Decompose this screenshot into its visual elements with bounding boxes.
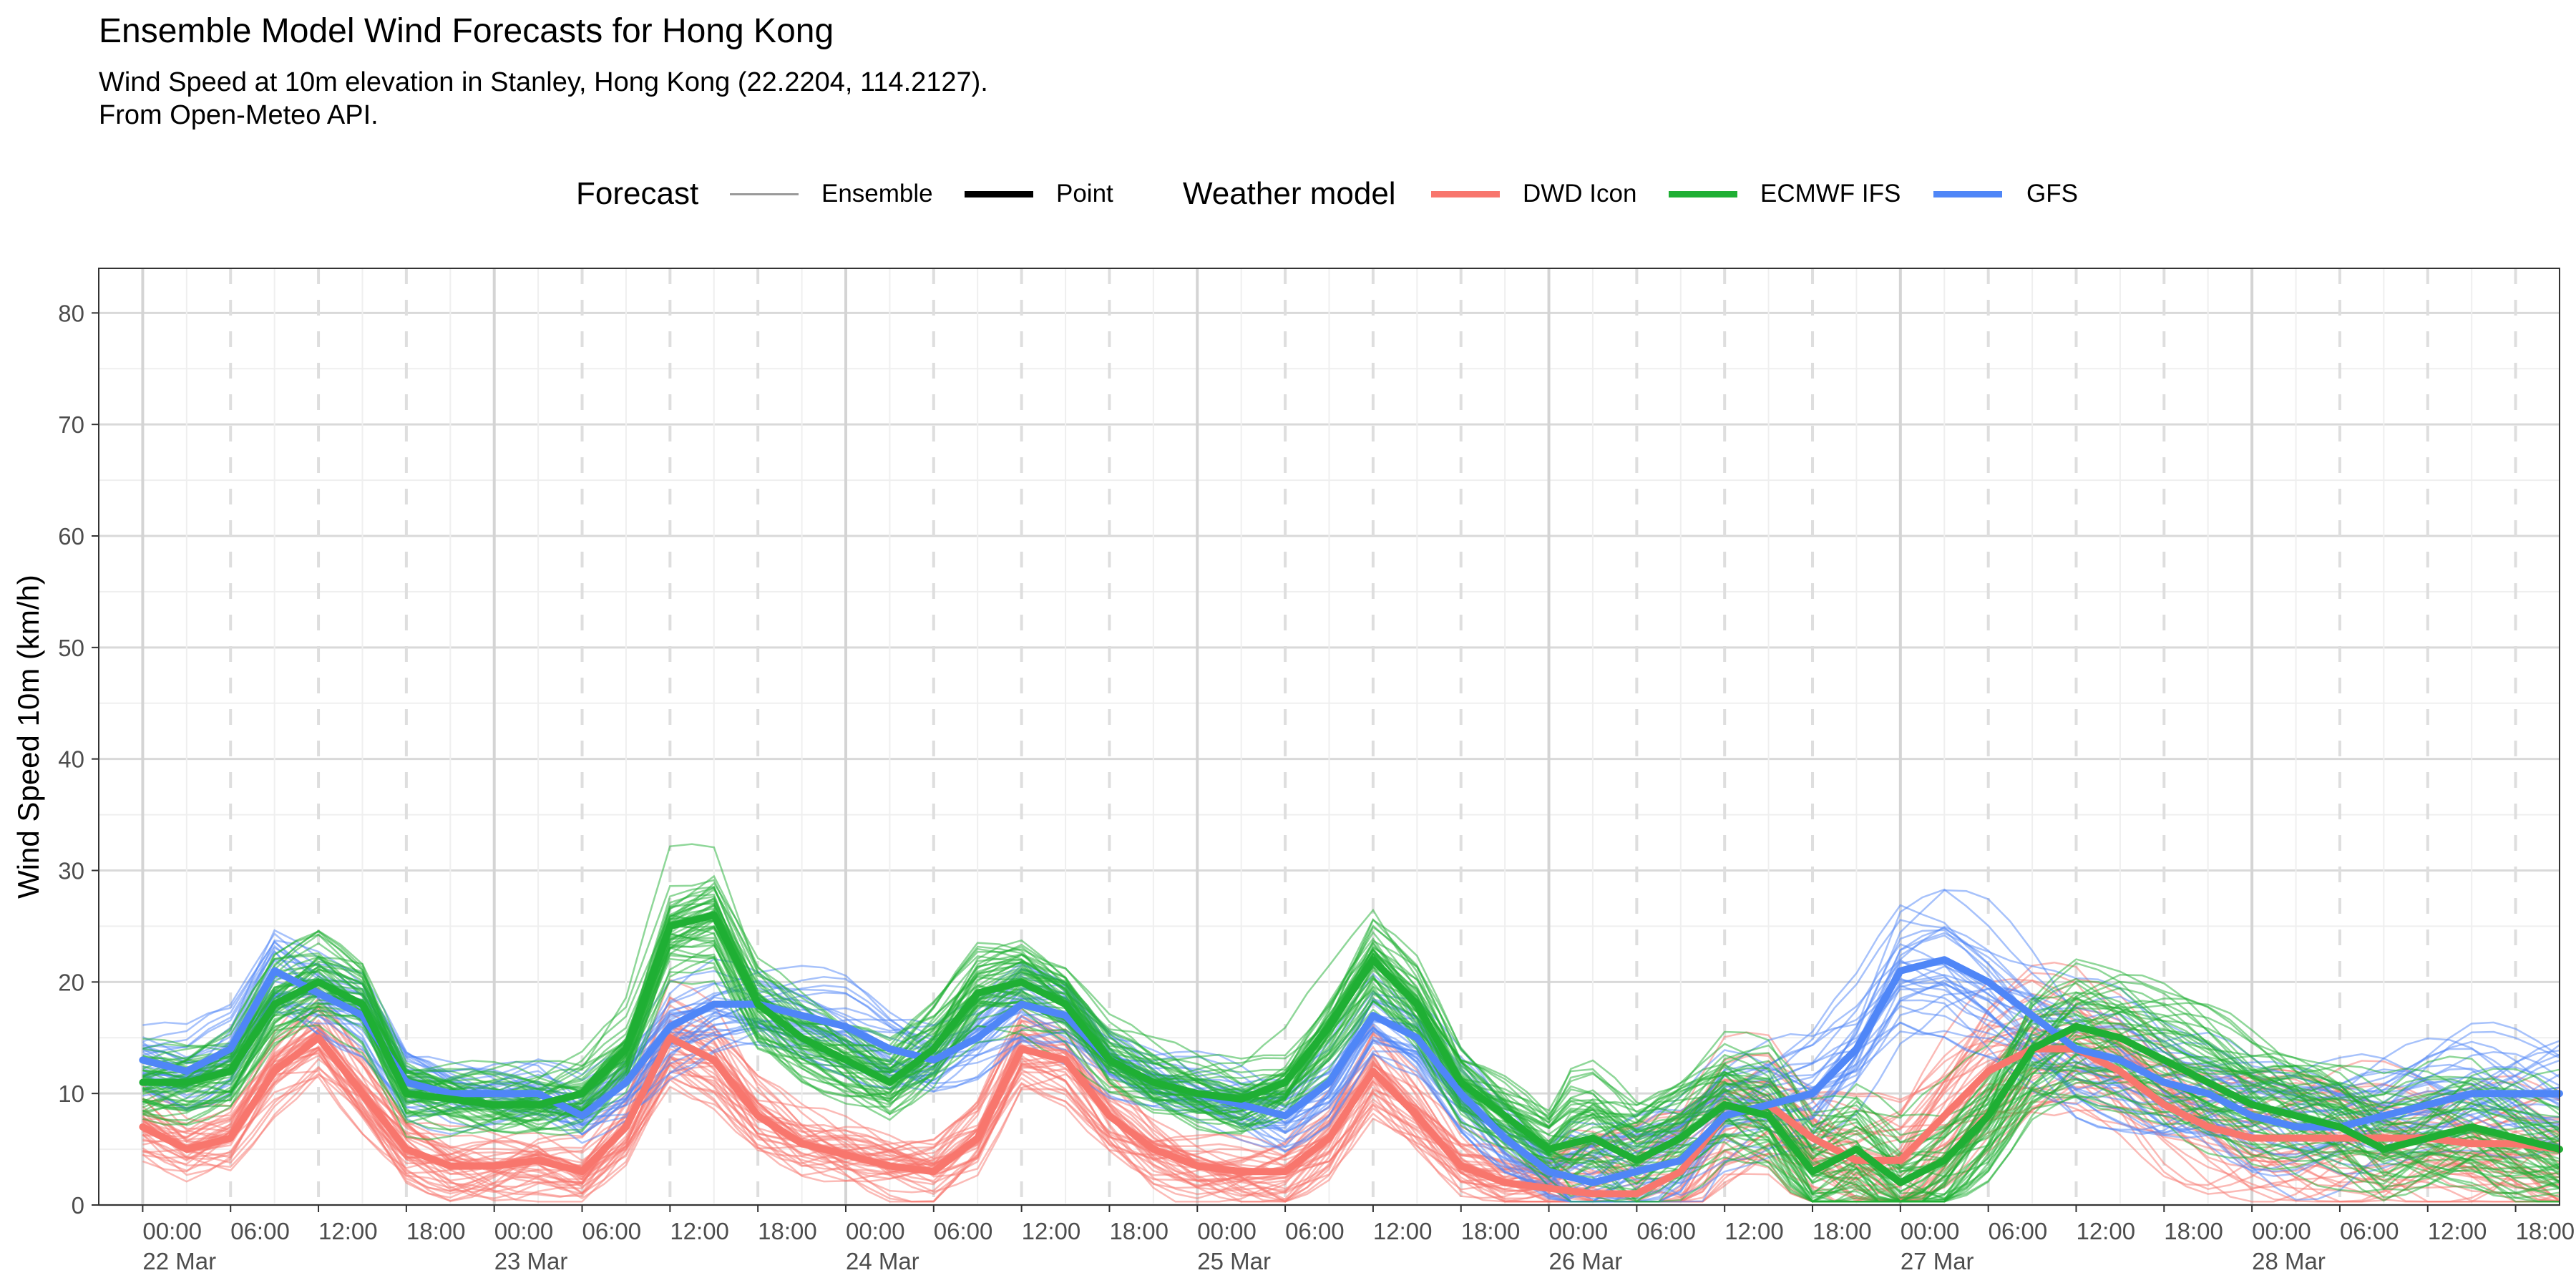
x-tick-label-time: 12:00 [2428, 1218, 2487, 1244]
x-tick-label-date: 28 Mar [2252, 1248, 2326, 1274]
point-line-dwd-icon [139, 1034, 2563, 1198]
y-tick-label: 60 [58, 523, 84, 550]
y-tick-label: 70 [58, 411, 84, 438]
ensemble-line-ecmwf-ifs [142, 885, 2560, 1203]
ensemble-lines [142, 843, 2560, 1203]
legend-key-ensemble [730, 193, 799, 195]
x-tick-label-time: 18:00 [406, 1218, 466, 1244]
ensemble-line-ecmwf-ifs [142, 966, 2560, 1199]
y-tick-label: 0 [72, 1192, 84, 1219]
ensemble-line-ecmwf-ifs [142, 952, 2560, 1195]
y-tick-label: 30 [58, 858, 84, 884]
x-tick-label-time: 12:00 [1373, 1218, 1433, 1244]
legend-key-point [965, 191, 1033, 197]
x-tick-label-date: 22 Mar [142, 1248, 216, 1274]
legend-forecast-title: Forecast [576, 176, 699, 211]
x-tick-label-time: 00:00 [494, 1218, 554, 1244]
x-tick-label-time: 06:00 [1989, 1218, 2048, 1244]
x-tick-label-time: 12:00 [1724, 1218, 1784, 1244]
ensemble-line-gfs [142, 977, 2560, 1181]
chart-subtitle-line-2: From Open-Meteo API. [99, 100, 379, 130]
ensemble-line-ecmwf-ifs [142, 874, 2560, 1203]
legend-key-dwd-icon [1431, 191, 1500, 197]
x-tick-label-time: 06:00 [2340, 1218, 2399, 1244]
plot-panel-border [98, 268, 2560, 1206]
x-tick-label-time: 06:00 [230, 1218, 290, 1244]
legend-label-point: Point [1056, 180, 1113, 208]
legend-label-dwd-icon: DWD Icon [1523, 180, 1637, 208]
x-tick-label-time: 00:00 [1549, 1218, 1609, 1244]
x-tick-label-time: 00:00 [142, 1218, 202, 1244]
x-tick-label-time: 12:00 [1022, 1218, 1081, 1244]
legend: Forecast Ensemble Point Weather model DW… [0, 172, 2576, 215]
x-tick-label-time: 06:00 [1285, 1218, 1345, 1244]
legend-label-ensemble: Ensemble [821, 180, 933, 208]
x-tick-label-date: 25 Mar [1197, 1248, 1271, 1274]
point-forecast-lines [139, 911, 2563, 1198]
x-tick-label-time: 18:00 [1813, 1218, 1872, 1244]
legend-key-gfs [1933, 191, 2002, 197]
ensemble-line-ecmwf-ifs [142, 897, 2560, 1169]
legend-label-gfs: GFS [2026, 180, 2078, 208]
x-tick-label-time: 00:00 [1901, 1218, 1960, 1244]
point-line-ecmwf-ifs [139, 911, 2563, 1186]
y-tick-label: 20 [58, 969, 84, 995]
x-tick-label-time: 06:00 [934, 1218, 993, 1244]
x-tick-label-time: 00:00 [1197, 1218, 1257, 1244]
legend-key-ecmwf-ifs [1669, 191, 1737, 197]
legend-label-ecmwf-ifs: ECMWF IFS [1760, 180, 1901, 208]
ensemble-line-ecmwf-ifs [142, 904, 2560, 1203]
x-tick-label-date: 23 Mar [494, 1248, 568, 1274]
x-tick-label-date: 26 Mar [1549, 1248, 1623, 1274]
chart-subtitle-line-1: Wind Speed at 10m elevation in Stanley, … [99, 67, 988, 97]
x-tick-label-time: 12:00 [2076, 1218, 2135, 1244]
x-tick-label-time: 18:00 [1461, 1218, 1521, 1244]
x-tick-label-time: 18:00 [2516, 1218, 2575, 1244]
x-tick-label-time: 00:00 [846, 1218, 905, 1244]
x-tick-label-time: 00:00 [2252, 1218, 2311, 1244]
x-tick-label-time: 06:00 [1636, 1218, 1696, 1244]
legend-model-title: Weather model [1183, 176, 1396, 211]
x-tick-label-time: 12:00 [670, 1218, 729, 1244]
axes: 0 10 20 30 40 50 60 70 80 00:00 22 Mar 06:00 12:00 18… [58, 300, 2575, 1274]
y-tick-label: 10 [58, 1080, 84, 1107]
y-tick-label: 40 [58, 746, 84, 773]
ensemble-line-ecmwf-ifs [142, 940, 2560, 1203]
point-line-gfs [139, 956, 2563, 1186]
x-tick-label-time: 18:00 [758, 1218, 817, 1244]
x-tick-label-date: 24 Mar [846, 1248, 919, 1274]
chart-title: Ensemble Model Wind Forecasts for Hong K… [99, 12, 834, 50]
x-tick-label-time: 18:00 [1109, 1218, 1169, 1244]
x-tick-label-time: 06:00 [582, 1218, 642, 1244]
ensemble-line-ecmwf-ifs [142, 879, 2560, 1178]
y-tick-label: 50 [58, 635, 84, 661]
x-tick-label-time: 18:00 [2164, 1218, 2223, 1244]
x-tick-label-time: 12:00 [318, 1218, 378, 1244]
x-tick-label-date: 27 Mar [1901, 1248, 1974, 1274]
y-axis-label: Wind Speed 10m (km/h) [11, 575, 45, 899]
y-tick-label: 80 [58, 300, 84, 326]
